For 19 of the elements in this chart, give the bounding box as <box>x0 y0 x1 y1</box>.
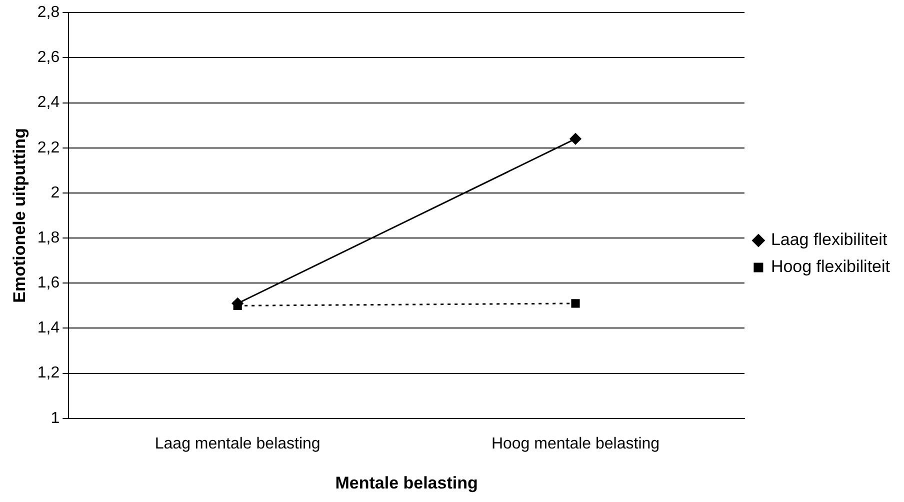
y-tick-label: 2,4 <box>37 94 60 112</box>
y-tick-label: 1,4 <box>37 320 60 337</box>
point <box>571 299 580 308</box>
legend-label: Laag flexibiliteit <box>770 230 888 250</box>
y-tick-label: 1,2 <box>37 364 60 382</box>
y-tick-label: 1,8 <box>37 229 60 246</box>
y-tick-label: 2 <box>50 184 60 202</box>
x-axis-title: Mentale belasting <box>335 473 478 492</box>
legend-label: Hoog flexibiliteit <box>770 257 890 276</box>
x-tick-label: Hoog mentale belasting <box>491 435 660 452</box>
y-tick-label: 1,6 <box>37 274 60 292</box>
point <box>233 301 242 310</box>
y-tick-label: 2,6 <box>37 49 60 66</box>
point <box>570 133 582 145</box>
y-axis-title: Emotionele uitputting <box>10 128 29 303</box>
y-tick-label: 2,8 <box>37 4 60 22</box>
y-tick-label: 1 <box>50 410 60 427</box>
y-tick-label: 2,2 <box>37 139 60 156</box>
x-tick-label: Laag mentale belasting <box>154 435 320 452</box>
